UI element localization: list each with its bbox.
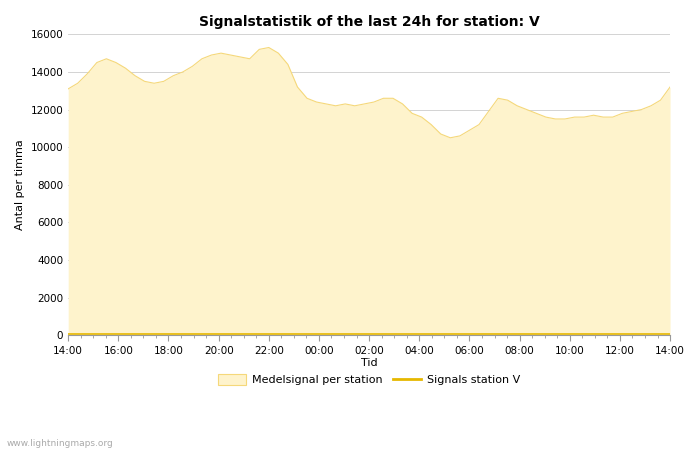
Legend: Medelsignal per station, Signals station V: Medelsignal per station, Signals station… <box>214 369 524 390</box>
X-axis label: Tid: Tid <box>360 359 377 369</box>
Y-axis label: Antal per timma: Antal per timma <box>15 140 25 230</box>
Title: Signalstatistik of the last 24h for station: V: Signalstatistik of the last 24h for stat… <box>199 15 540 29</box>
Text: www.lightningmaps.org: www.lightningmaps.org <box>7 439 113 448</box>
